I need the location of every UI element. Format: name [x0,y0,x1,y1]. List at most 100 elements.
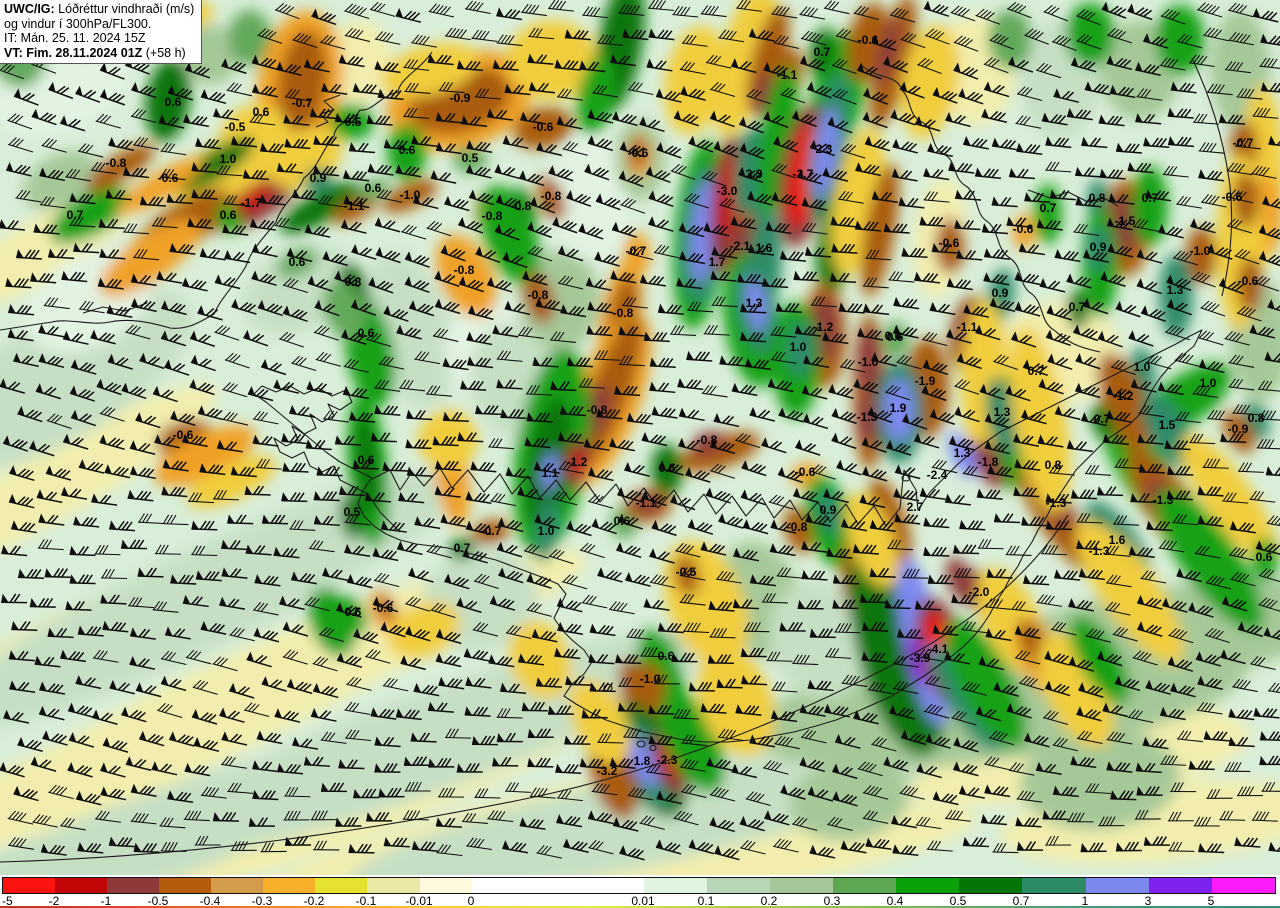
wind-barb-icon [594,251,620,267]
wind-barb-icon [984,784,1011,798]
wind-barb-icon [749,406,776,422]
wind-barb-icon [78,459,105,474]
wind-barb-icon [923,191,950,203]
wind-barb-icon [435,141,462,155]
wind-barb-icon [1134,809,1161,820]
wind-barb-icon [369,1,396,17]
wind-barb-icon [1200,193,1227,208]
field-value-label: 1.0 [1200,376,1217,390]
wind-barb-icon [799,756,825,773]
wind-barb-icon [1172,513,1199,526]
wind-barb-icon [374,736,401,748]
wind-barb-icon [425,385,452,397]
wind-barb-icon [891,168,918,182]
wind-barb-icon [655,88,682,103]
wind-barb-icon [160,650,187,666]
wind-barb-icon [527,728,554,739]
wind-barb-icon [257,28,283,44]
wind-barb-icon [1236,305,1262,322]
wind-barb-icon [1128,545,1155,558]
wind-barb-icon [231,298,257,315]
wind-barb-icon [536,844,563,859]
wind-barb-icon [1159,706,1186,721]
field-value-label: 0.9 [992,286,1009,300]
wind-barb-icon [48,248,75,260]
wind-barb-icon [526,221,552,239]
field-blob [387,601,461,659]
wind-barb-icon [69,216,96,228]
wind-barb-icon [592,84,619,98]
wind-barb-icon [1219,810,1246,821]
wind-barb-icon [925,733,951,749]
wind-barb-icon [1005,545,1032,556]
wind-barb-icon [1035,761,1062,775]
wind-barb-icon [1083,298,1109,315]
wind-barb-icon [430,169,457,184]
field-blob [569,448,585,476]
field-blob [1020,729,1180,831]
wind-barb-icon [923,0,950,17]
wind-barb-icon [276,162,303,174]
wind-barb-icon [917,57,942,75]
field-blob [697,647,775,757]
wind-barb-icon [1176,567,1203,583]
wind-barb-icon [955,189,982,201]
wind-barb-icon [374,60,401,74]
wind-barb-icon [560,304,587,318]
wind-barb-icon [169,731,195,747]
wind-barb-icon [683,192,710,209]
wind-barb-icon [929,301,956,316]
wind-barb-icon [461,812,488,824]
field-value-label: -0.6 [939,236,960,250]
wind-barb-icon [822,331,849,345]
title-line-4: VT: Fim. 28.11.2024 01Z (+58 h) [4,45,186,60]
wind-barb-icon [98,218,125,230]
wind-barb-icon [653,674,680,685]
field-blob [1186,227,1216,283]
field-blob [382,179,438,213]
wind-barb-icon [38,705,65,721]
wind-barb-icon [709,110,735,128]
wind-barb-icon [554,647,581,660]
wind-barb-icon [376,189,403,203]
wind-barb-icon [159,817,186,829]
wind-barb-icon [1192,385,1219,399]
field-blob [900,24,960,140]
wind-barb-icon [252,760,279,773]
wind-barb-icon [466,331,493,346]
wind-barb-icon [30,756,57,772]
field-value-label: 1.0 [538,524,555,538]
wind-barb-icon [526,602,552,617]
wind-barb-icon [61,270,88,283]
wind-barb-icon [771,163,797,179]
field-value-label: -1.0 [858,355,879,369]
field-blob [535,499,559,563]
field-value-label: -0.6 [628,146,649,160]
coastline-path [0,51,433,331]
field-blob [876,18,900,86]
wind-barb-icon [158,114,185,129]
wind-barb-icon [251,270,277,286]
wind-barb-icon [835,28,861,44]
wind-barb-icon [164,626,191,640]
wind-barb-icon [801,569,828,581]
wind-barb-icon [1022,359,1048,377]
wind-barb-icon [167,84,194,101]
wind-barb-icon [152,601,179,613]
wind-barb-icon [396,540,423,556]
wind-barb-icon [927,142,953,158]
wind-barb-icon [671,652,698,663]
field-blob [1159,254,1193,338]
wind-barb-icon [200,786,227,799]
wind-barb-icon [213,107,240,121]
wind-barb-icon [931,459,958,474]
wind-barb-icon [1106,217,1133,231]
wind-barb-icon [780,784,806,800]
colorbar-segment [959,878,1022,893]
wind-barb-icon [1067,812,1094,823]
wind-barb-icon [709,81,736,98]
wind-barb-icon [496,708,523,719]
wind-barb-icon [282,305,308,323]
wind-barb-icon [893,324,919,339]
wind-barb-icon [60,817,86,831]
